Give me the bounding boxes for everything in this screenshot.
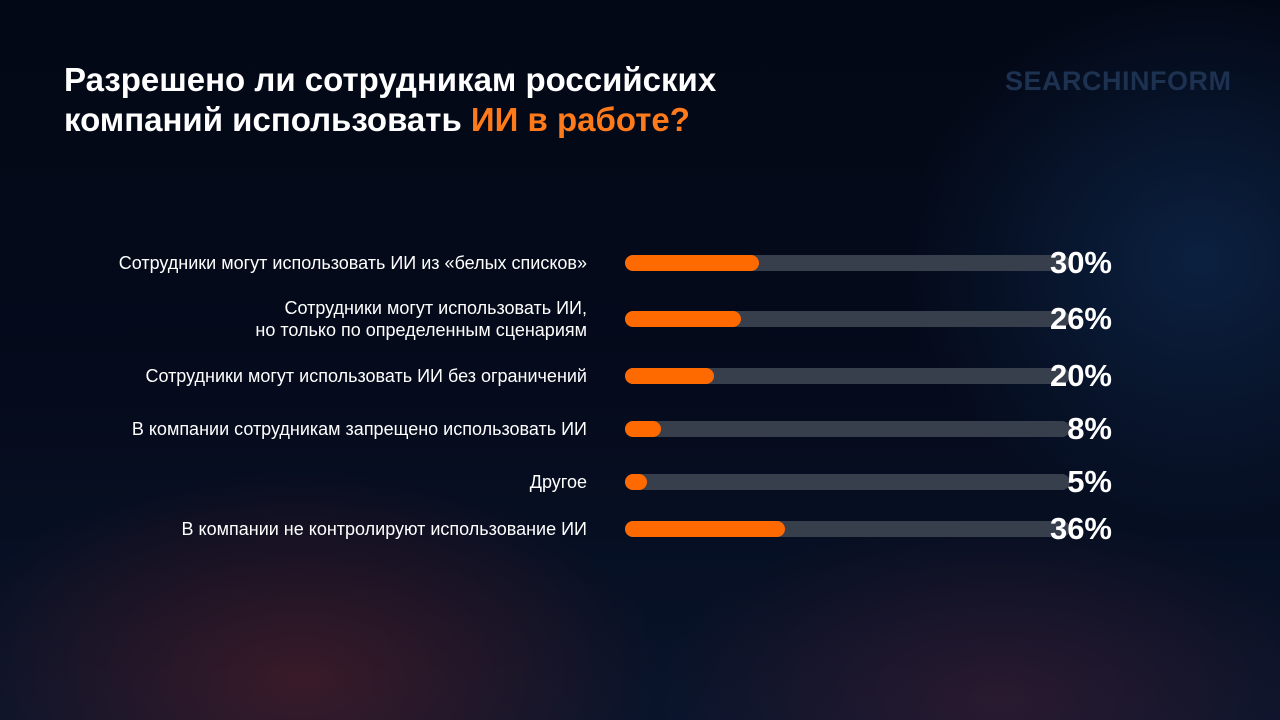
title-text: Разрешено ли сотрудникам российских комп… xyxy=(64,61,717,138)
title: Разрешено ли сотрудникам российских комп… xyxy=(64,60,864,140)
value-label: 5% xyxy=(1067,464,1112,499)
value-label: 36% xyxy=(1049,511,1112,546)
bar-track xyxy=(625,474,1070,490)
value-label: 8% xyxy=(1067,411,1112,446)
bar xyxy=(625,421,661,437)
category-label: Сотрудники могут использовать ИИ без огр… xyxy=(145,366,587,386)
value-label: 20% xyxy=(1049,358,1112,393)
bar xyxy=(625,521,786,537)
title-highlight: ИИ в работе? xyxy=(470,101,690,138)
value-label: 30% xyxy=(1049,245,1112,280)
bar xyxy=(625,368,714,384)
bar-track xyxy=(625,255,1070,271)
bar-track xyxy=(625,421,1070,437)
category-label: Сотрудники могут использовать ИИ из «бел… xyxy=(118,253,587,273)
bar xyxy=(625,255,759,271)
logo: SEARCHINFORM xyxy=(1005,66,1232,96)
bar-track xyxy=(625,311,1070,327)
bar xyxy=(625,474,648,490)
bar-track xyxy=(625,368,1070,384)
value-label: 26% xyxy=(1049,301,1112,336)
category-label: Другое xyxy=(529,472,587,492)
category-label: В компании сотрудникам запрещено использ… xyxy=(131,419,587,439)
category-label: В компании не контролируют использование… xyxy=(181,519,587,539)
bar xyxy=(625,311,741,327)
bar-track xyxy=(625,521,1070,537)
category-label: Сотрудники могут использовать ИИ, но тол… xyxy=(255,298,587,340)
